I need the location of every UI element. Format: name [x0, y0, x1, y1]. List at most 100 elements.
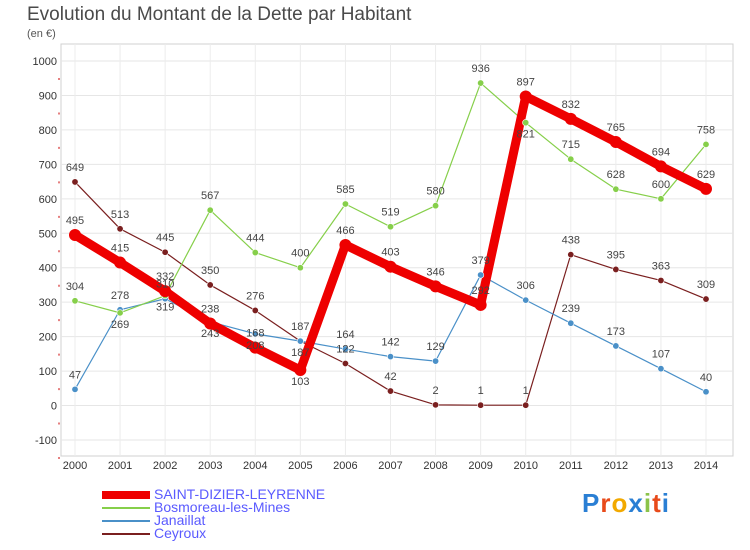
data-label: 292: [471, 285, 489, 297]
data-label: 278: [111, 290, 129, 302]
y-tick-label: 500: [39, 228, 57, 240]
data-label: 628: [607, 169, 625, 181]
brand-letter: i: [661, 488, 670, 518]
data-point: [522, 401, 530, 409]
brand-letter: P: [582, 488, 601, 518]
legend-swatch: [102, 520, 150, 522]
data-label: 129: [426, 341, 444, 353]
x-tick-label: 2000: [63, 460, 87, 472]
data-point: [386, 223, 394, 231]
data-point: [386, 353, 394, 361]
data-point: [654, 160, 667, 173]
data-point: [657, 365, 665, 373]
data-label: 715: [562, 139, 580, 151]
data-point: [609, 135, 622, 148]
x-tick-label: 2009: [468, 460, 492, 472]
data-point: [206, 281, 214, 289]
data-label: 629: [697, 169, 715, 181]
data-label: 585: [336, 184, 354, 196]
y-tick-label: 1000: [33, 56, 57, 68]
data-label: 936: [471, 63, 489, 75]
data-label: 2: [433, 385, 439, 397]
data-label: 821: [517, 129, 535, 141]
data-point: [71, 385, 79, 393]
brand-logo: Proxiti: [582, 488, 670, 519]
data-label: 346: [426, 266, 444, 278]
y-tick-label: 0: [51, 401, 57, 413]
data-label: 304: [66, 281, 84, 293]
data-point: [702, 388, 710, 396]
data-point: [341, 360, 349, 368]
legend-label: Bosmoreau-les-Mines: [154, 499, 291, 515]
data-point: [567, 251, 575, 259]
x-tick-label: 2013: [649, 460, 673, 472]
y-tick-label: 800: [39, 125, 57, 137]
x-tick-label: 2007: [378, 460, 402, 472]
chart-title: Evolution du Montant de la Dette par Hab…: [27, 4, 412, 25]
brand-letter: x: [628, 488, 644, 518]
brand-letter: t: [652, 488, 662, 518]
data-point: [702, 295, 710, 303]
data-label: 758: [697, 124, 715, 136]
data-labels: 649 513 445 350 276 187 122 42 2 1 1 438 395 363 309 47…: [66, 63, 715, 397]
x-tick-label: 2003: [198, 460, 222, 472]
data-point: [567, 319, 575, 327]
data-label: 379: [471, 255, 489, 267]
data-label: 332: [156, 271, 174, 283]
data-point: [341, 345, 349, 353]
data-point: [116, 309, 124, 317]
data-point: [522, 296, 530, 304]
data-label: 40: [700, 372, 712, 384]
x-tick-label: 2012: [604, 460, 628, 472]
legend-swatch: [102, 507, 150, 509]
y-tick-label: 100: [39, 366, 57, 378]
legend-label: Janaillat: [154, 512, 206, 528]
data-label: 306: [517, 280, 535, 292]
data-point: [657, 276, 665, 284]
data-point: [477, 401, 485, 409]
data-point: [519, 90, 532, 103]
data-point: [429, 280, 442, 293]
data-label: 269: [111, 319, 129, 331]
data-point: [341, 200, 349, 208]
data-label: 444: [246, 233, 264, 245]
data-label: 580: [426, 186, 444, 198]
y-tick-label: 200: [39, 332, 57, 344]
data-label: 897: [517, 76, 535, 88]
legend-label: SAINT-DIZIER-LEYRENNE: [154, 486, 326, 502]
chart-unit-label: (en €): [27, 28, 56, 40]
data-point: [116, 225, 124, 233]
x-tick-label: 2005: [288, 460, 312, 472]
data-point: [251, 249, 259, 257]
x-tick-label: 2011: [559, 460, 583, 472]
x-tick-label: 2004: [243, 460, 267, 472]
y-tick-label: 900: [39, 90, 57, 102]
x-tick-label: 2006: [333, 460, 357, 472]
data-point: [161, 248, 169, 256]
data-point: [69, 228, 81, 241]
data-label: 239: [562, 303, 580, 315]
data-point: [474, 298, 487, 311]
data-point: [114, 256, 127, 269]
plot-area: [60, 43, 734, 457]
data-label: 403: [381, 247, 399, 259]
data-point: [339, 238, 352, 251]
legend-label: Ceyroux: [154, 525, 207, 541]
legend-swatch: [102, 491, 150, 499]
y-tick-label: -100: [35, 435, 57, 447]
data-point: [564, 112, 577, 125]
data-label: 142: [381, 337, 399, 349]
data-label: 1: [523, 385, 529, 397]
data-label: 168: [246, 328, 264, 340]
data-label: 567: [201, 190, 219, 202]
data-label: 519: [381, 207, 399, 219]
y-tick-label: 400: [39, 263, 57, 275]
data-point: [522, 119, 530, 127]
x-tick-label: 2001: [108, 460, 132, 472]
data-point: [294, 364, 307, 377]
y-tick-label: 600: [39, 194, 57, 206]
data-label: 513: [111, 209, 129, 221]
data-label: 42: [384, 371, 396, 383]
data-point: [432, 357, 440, 365]
